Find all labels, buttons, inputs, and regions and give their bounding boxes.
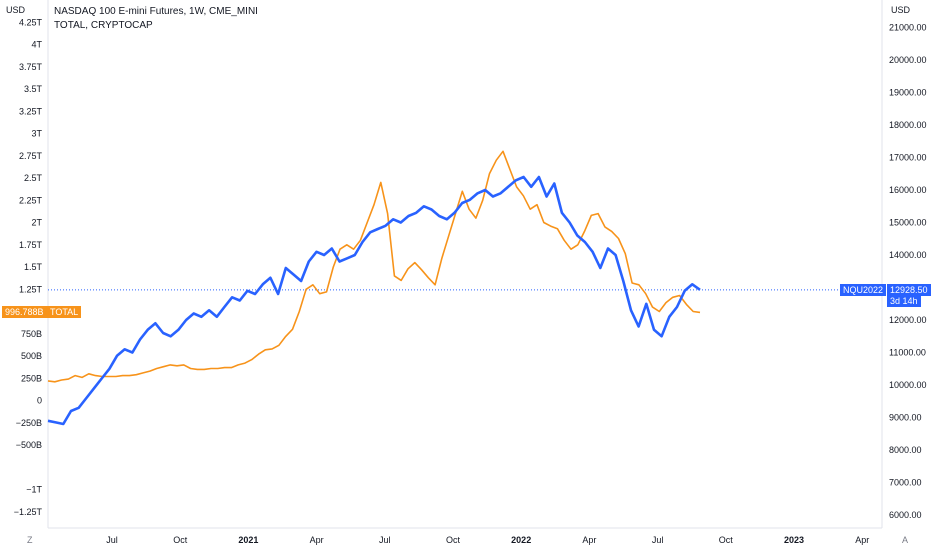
left-tick-label: 0 — [37, 396, 42, 406]
total-value-badge: 996.788B — [2, 306, 47, 318]
left-tick-label: 1.5T — [24, 262, 43, 272]
right-tick-label: 18000.00 — [889, 120, 927, 130]
time-tick-label: Jul — [106, 535, 118, 545]
left-tick-label: 2.5T — [24, 173, 43, 183]
nq-name-badge: NQU2022 — [840, 284, 887, 296]
left-tick-label: 4.25T — [19, 17, 43, 27]
left-tick-label: 3.75T — [19, 62, 43, 72]
right-tick-label: 21000.00 — [889, 23, 927, 33]
left-tick-label: 4T — [31, 40, 42, 50]
right-tick-label: 20000.00 — [889, 55, 927, 65]
right-tick-label: 16000.00 — [889, 185, 927, 195]
right-tick-label: 15000.00 — [889, 218, 927, 228]
right-tick-label: 9000.00 — [889, 413, 922, 423]
time-tick-label: Apr — [855, 535, 869, 545]
left-tick-label: 3.5T — [24, 84, 43, 94]
right-tick-label: 14000.00 — [889, 250, 927, 260]
nq-price-badge: 12928.50 — [887, 284, 931, 296]
left-tick-label: 3T — [31, 129, 42, 139]
left-tick-label: 1.25T — [19, 284, 43, 294]
left-tick-label: −1T — [26, 485, 42, 495]
legend-compare-symbol[interactable]: TOTAL, CRYPTOCAP — [54, 20, 153, 31]
left-tick-label: −500B — [16, 440, 42, 450]
right-tick-label: 17000.00 — [889, 153, 927, 163]
time-tick-label: 2021 — [238, 535, 258, 545]
time-tick-label: Jul — [652, 535, 664, 545]
left-tick-label: 250B — [21, 373, 42, 383]
left-tick-label: 750B — [21, 329, 42, 339]
time-tick-label: Oct — [173, 535, 188, 545]
right-axis-currency: USD — [891, 5, 911, 15]
left-tick-label: −1.25T — [14, 507, 43, 517]
time-tick-label: Oct — [446, 535, 461, 545]
left-tick-label: 3.25T — [19, 106, 43, 116]
time-tick-label: 2023 — [784, 535, 804, 545]
auto-scale-z-button[interactable]: Z — [27, 535, 33, 545]
auto-scale-a-button[interactable]: A — [902, 535, 909, 545]
nq-countdown-badge: 3d 14h — [887, 295, 921, 307]
left-tick-label: 2.75T — [19, 151, 43, 161]
left-tick-label: 2.25T — [19, 195, 43, 205]
time-tick-label: Oct — [719, 535, 734, 545]
left-tick-label: −250B — [16, 418, 42, 428]
series-line-total[interactable] — [47, 150, 701, 383]
right-tick-label: 7000.00 — [889, 478, 922, 488]
legend-main-symbol[interactable]: NASDAQ 100 E-mini Futures, 1W, CME_MINI — [54, 6, 258, 17]
total-name-badge: TOTAL — [47, 306, 82, 318]
time-tick-label: 2022 — [511, 535, 531, 545]
chart-legend: NASDAQ 100 E-mini Futures, 1W, CME_MINI … — [54, 5, 258, 33]
right-tick-label: 8000.00 — [889, 445, 922, 455]
right-tick-label: 11000.00 — [889, 348, 926, 358]
left-tick-label: 500B — [21, 351, 42, 361]
right-tick-label: 6000.00 — [889, 510, 922, 520]
right-tick-label: 12000.00 — [889, 315, 927, 325]
time-tick-label: Apr — [310, 535, 324, 545]
left-tick-label: 1.75T — [19, 240, 43, 250]
right-tick-label: 10000.00 — [889, 380, 927, 390]
series-line-nqu2022[interactable] — [47, 175, 701, 426]
right-tick-label: 19000.00 — [889, 88, 927, 98]
time-tick-label: Apr — [582, 535, 596, 545]
left-tick-label: 2T — [31, 218, 42, 228]
left-axis-currency: USD — [6, 5, 26, 15]
time-tick-label: Jul — [379, 535, 391, 545]
